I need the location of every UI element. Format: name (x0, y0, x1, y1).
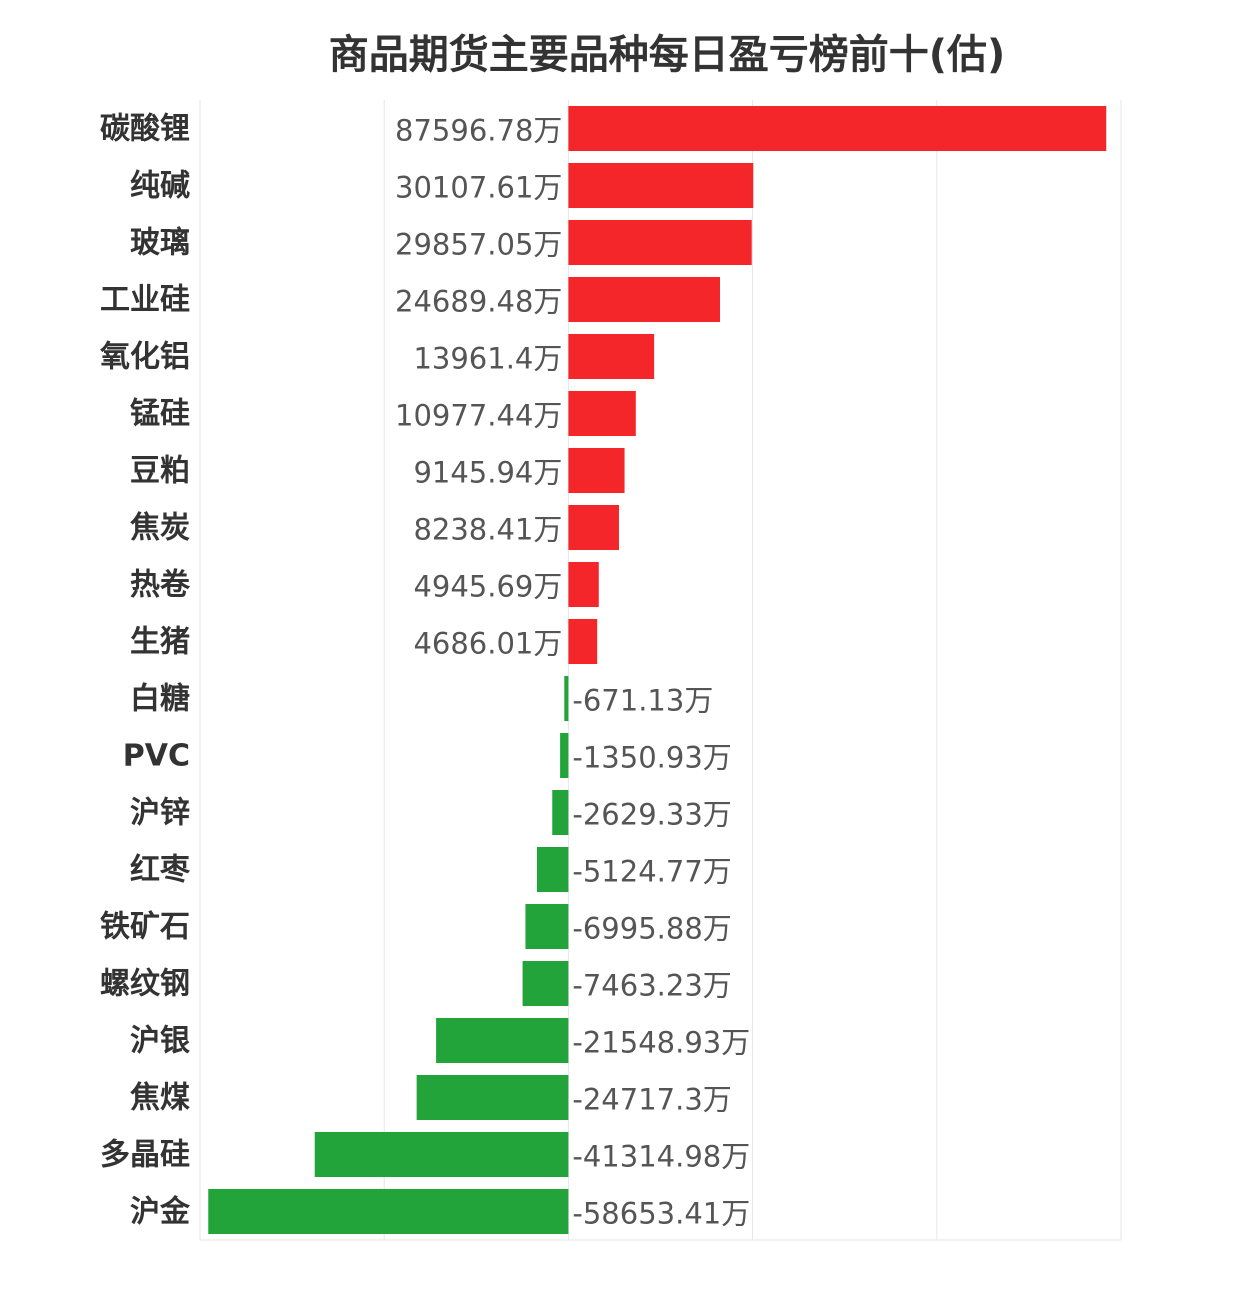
bar (568, 105, 1107, 152)
data-label: -58653.41万 (572, 1197, 750, 1231)
category-label: 碳酸锂 (100, 112, 190, 147)
category-label: 沪银 (130, 1024, 190, 1059)
data-label: -21548.93万 (572, 1026, 750, 1060)
category-label: 铁矿石 (100, 910, 190, 945)
category-label: 螺纹钢 (100, 967, 190, 1002)
bar (568, 504, 619, 551)
category-label: 沪金 (130, 1195, 191, 1230)
bar (568, 390, 636, 437)
category-label: 红枣 (130, 853, 191, 888)
bar (525, 903, 569, 950)
bar (568, 618, 598, 665)
bar (208, 1188, 569, 1235)
category-label: 工业硅 (100, 283, 190, 318)
data-label: -6995.88万 (572, 912, 731, 946)
bar (568, 162, 754, 209)
bar (568, 219, 752, 266)
bar (536, 846, 569, 893)
data-label: 4945.69万 (413, 570, 562, 604)
data-label: -7463.23万 (572, 969, 731, 1003)
bar (560, 732, 569, 779)
category-label: 氧化铝 (100, 340, 190, 375)
data-label: 9145.94万 (413, 456, 562, 490)
data-label: 13961.4万 (413, 342, 562, 376)
data-label: -671.13万 (572, 684, 713, 718)
category-label: 多晶硅 (100, 1138, 190, 1173)
data-label: 87596.78万 (395, 114, 562, 148)
bar (522, 960, 569, 1007)
bar (568, 561, 599, 608)
category-label: 锰硅 (130, 397, 190, 432)
data-label: 30107.61万 (395, 171, 562, 205)
bar (568, 276, 720, 323)
data-label: -24717.3万 (572, 1083, 731, 1117)
category-label: 玻璃 (130, 226, 190, 261)
category-label: 生猪 (130, 625, 190, 660)
grid-lines (199, 100, 1122, 1241)
bar (568, 447, 625, 494)
data-label: 4686.01万 (413, 627, 562, 661)
bar (314, 1131, 569, 1178)
category-label: 白糖 (130, 682, 190, 717)
category-label: 热卷 (130, 568, 191, 603)
bar (568, 333, 655, 380)
data-label: -5124.77万 (572, 855, 731, 889)
bar (552, 789, 569, 836)
data-label: 10977.44万 (395, 399, 562, 433)
bar (416, 1074, 569, 1121)
bars (208, 105, 1107, 1235)
category-label: 纯碱 (130, 169, 190, 204)
data-label: 8238.41万 (413, 513, 562, 547)
category-label: 焦煤 (130, 1081, 190, 1116)
data-label: 24689.48万 (395, 285, 562, 319)
category-label: PVC (123, 739, 190, 774)
category-label: 豆粕 (130, 454, 190, 489)
data-label: 29857.05万 (395, 228, 562, 262)
bar (436, 1017, 569, 1064)
bar (564, 675, 569, 722)
chart-title: 商品期货主要品种每日盈亏榜前十(估) (328, 32, 1006, 78)
category-label: 沪锌 (130, 796, 190, 831)
data-label: -1350.93万 (572, 741, 731, 775)
data-label: -2629.33万 (572, 798, 731, 832)
category-label: 焦炭 (130, 511, 190, 546)
data-label: -41314.98万 (572, 1140, 750, 1174)
